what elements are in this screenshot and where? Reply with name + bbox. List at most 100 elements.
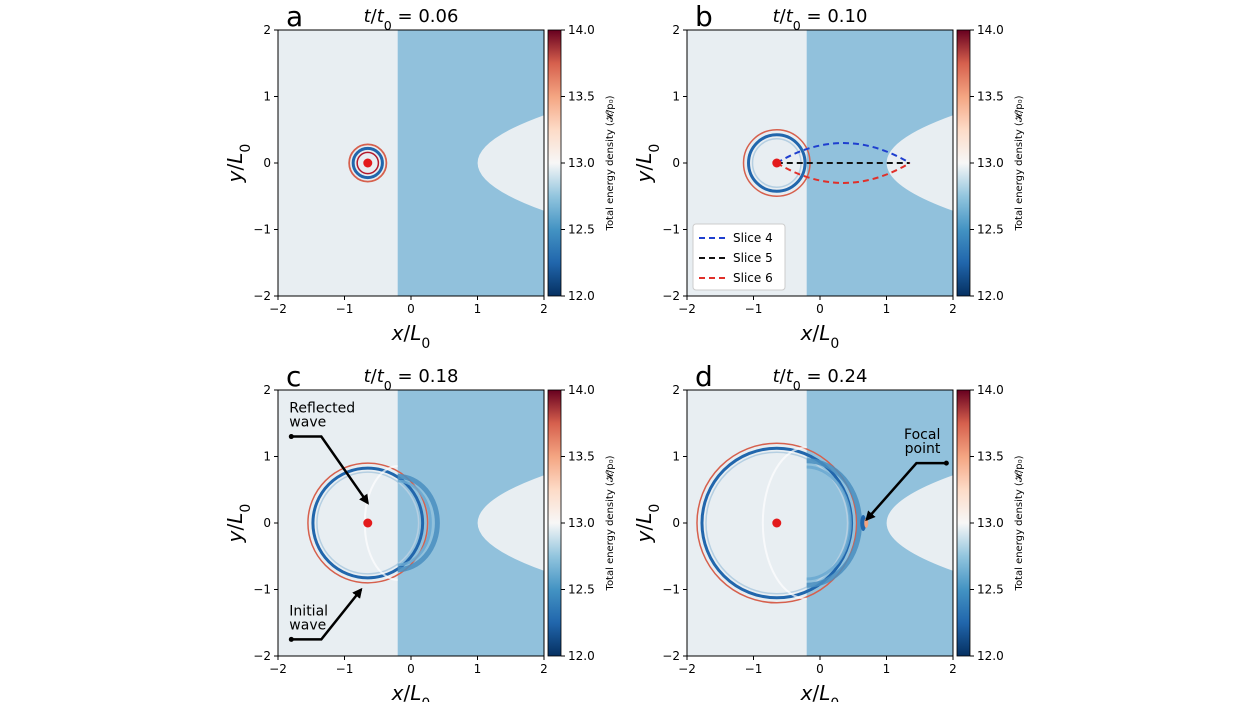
parabolic-reflector xyxy=(886,475,953,571)
colorbar-tick-label: 13.0 xyxy=(568,516,595,530)
focal-spot xyxy=(860,515,867,531)
y-tick-label: −1 xyxy=(253,223,271,237)
y-tick-label: 0 xyxy=(672,516,680,530)
plot-area xyxy=(278,30,544,296)
y-tick-label: −1 xyxy=(253,583,271,597)
source-point xyxy=(772,518,782,528)
colorbar-label: Total energy density (𝓗/p₀) xyxy=(605,95,616,231)
legend-box xyxy=(692,223,786,291)
source-point xyxy=(363,518,373,528)
plot-area xyxy=(278,390,544,656)
y-tick-label: 2 xyxy=(672,23,680,37)
colorbar-tick-label: 13.5 xyxy=(568,90,595,104)
wavefronts xyxy=(307,462,440,584)
annotation-text: Initial xyxy=(289,603,328,619)
colorbar-tick-label: 12.5 xyxy=(568,223,595,237)
colorbar-gradient xyxy=(547,29,562,297)
wave-ring-blue xyxy=(747,133,807,193)
x-tick-label: −2 xyxy=(269,302,287,316)
annotation-text: point xyxy=(905,441,941,457)
colorbar-tick-label: 13.0 xyxy=(977,156,1004,170)
y-tick-label: −2 xyxy=(253,289,271,303)
y-tick-label: 2 xyxy=(263,383,271,397)
panel-letter: c xyxy=(286,360,301,393)
colorbar-label: Total energy density (𝓗/p₀) xyxy=(605,455,616,591)
y-tick-label: −2 xyxy=(662,289,680,303)
panel-letter: b xyxy=(695,0,713,33)
slice-line-6 xyxy=(776,162,911,184)
x-tick-label: 0 xyxy=(816,662,824,676)
y-tick-label: 1 xyxy=(672,90,680,104)
colorbar-tick-label: 13.0 xyxy=(568,156,595,170)
x-axis-label: x/L0 xyxy=(800,681,840,702)
x-tick-label: −1 xyxy=(336,302,354,316)
annotation-arrow xyxy=(865,461,947,522)
colorbar-tick-label: 14.0 xyxy=(568,23,595,37)
wave-ring-blue xyxy=(311,466,425,580)
x-tick-label: 2 xyxy=(949,662,957,676)
parabolic-reflector xyxy=(477,115,544,211)
colorbar: 12.0 12.5 13.0 13.5 14.0 Total energy density… xyxy=(547,383,616,663)
y-tick-label: 1 xyxy=(263,90,271,104)
wave-ring-inner xyxy=(705,451,849,595)
x-tick-label: −2 xyxy=(678,662,696,676)
panel-title: t/t0 = 0.24 xyxy=(773,366,868,393)
panel-title: t/t0 = 0.06 xyxy=(364,6,459,33)
legend: Slice 4 Slice 5 Slice 6 xyxy=(692,223,786,291)
x-tick-label: −1 xyxy=(745,662,763,676)
colorbar-tick-label: 14.0 xyxy=(977,23,1004,37)
colorbar-tick-label: 12.0 xyxy=(977,289,1004,303)
parabolic-reflector xyxy=(477,475,544,571)
colorbar-label: Total energy density (𝓗/p₀) xyxy=(1014,95,1025,231)
colorbar-tick-label: 14.0 xyxy=(568,383,595,397)
x-tick-label: 0 xyxy=(407,662,415,676)
panel-letter: a xyxy=(286,0,303,33)
y-axis-label: y/L0 xyxy=(223,144,254,184)
x-tick-label: 2 xyxy=(540,302,548,316)
y-tick-label: −1 xyxy=(662,223,680,237)
y-axis-label: y/L0 xyxy=(223,504,254,544)
source-point xyxy=(772,158,782,168)
colorbar-tick-label: 12.5 xyxy=(977,223,1004,237)
colorbar-gradient xyxy=(956,389,971,657)
annotation-text: wave xyxy=(289,617,326,633)
panel-title: t/t0 = 0.10 xyxy=(773,6,868,33)
colorbar: 12.0 12.5 13.0 13.5 14.0 Total energy density… xyxy=(956,383,1025,663)
y-tick-label: 0 xyxy=(263,156,271,170)
x-tick-label: −2 xyxy=(269,662,287,676)
colorbar-tick-label: 13.5 xyxy=(568,450,595,464)
legend-entry: Slice 4 xyxy=(733,231,773,245)
x-axis-label: x/L0 xyxy=(391,321,431,352)
y-tick-label: 1 xyxy=(263,450,271,464)
panel-title: t/t0 = 0.18 xyxy=(364,366,459,393)
x-tick-label: 2 xyxy=(949,302,957,316)
legend-entry: Slice 5 xyxy=(733,251,773,265)
colorbar-tick-label: 12.0 xyxy=(568,289,595,303)
colorbar: 12.0 12.5 13.0 13.5 14.0 Total energy density… xyxy=(547,23,616,303)
annotation-text: Focal xyxy=(904,427,940,443)
wave-ring-inner xyxy=(356,151,380,175)
plot-area xyxy=(687,390,953,656)
transmitted-wave-1 xyxy=(397,473,440,573)
x-tick-label: 2 xyxy=(540,662,548,676)
colorbar-gradient xyxy=(547,389,562,657)
colorbar-tick-label: 13.5 xyxy=(977,450,1004,464)
annotation-arrow xyxy=(291,435,369,505)
y-tick-label: 0 xyxy=(672,156,680,170)
colorbar-tick-label: 12.5 xyxy=(977,583,1004,597)
parabolic-reflector xyxy=(886,115,953,211)
x-tick-label: 1 xyxy=(883,662,891,676)
colorbar-tick-label: 14.0 xyxy=(977,383,1004,397)
y-axis-label: y/L0 xyxy=(632,504,663,544)
wavefronts xyxy=(696,442,869,604)
colorbar-tick-label: 12.0 xyxy=(977,649,1004,663)
colorbar-tick-label: 13.5 xyxy=(977,90,1004,104)
wave-ring-outer xyxy=(307,462,429,584)
annotation-arrow xyxy=(291,587,363,641)
y-tick-label: 0 xyxy=(263,516,271,530)
